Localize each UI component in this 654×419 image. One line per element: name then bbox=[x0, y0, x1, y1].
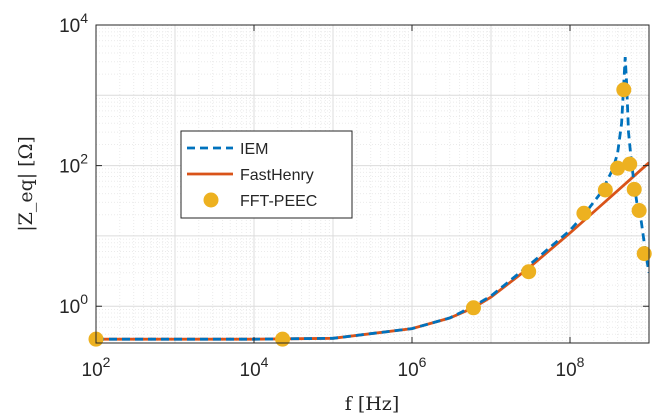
x-tick-label: 108 bbox=[556, 354, 585, 381]
x-tick-label: 104 bbox=[240, 354, 269, 381]
data-point-fft-peec bbox=[576, 205, 592, 221]
plot-frame bbox=[95, 24, 650, 344]
data-point-fft-peec bbox=[521, 264, 537, 280]
data-point-fft-peec bbox=[275, 331, 291, 347]
x-axis-label: f [Hz] bbox=[345, 393, 399, 415]
legend-label: FastHenry bbox=[240, 167, 314, 184]
y-tick-labels: 100 102 104 bbox=[59, 10, 88, 318]
legend-marker bbox=[203, 192, 219, 208]
legend-label: IEM bbox=[240, 141, 268, 158]
x-tick-label: 106 bbox=[398, 354, 427, 381]
data-point-fft-peec bbox=[631, 202, 647, 218]
y-tick-label: 104 bbox=[59, 10, 88, 37]
data-point-fft-peec bbox=[622, 156, 638, 172]
y-tick-label: 100 bbox=[59, 291, 88, 318]
data-point-fft-peec bbox=[597, 182, 613, 198]
data-point-fft-peec bbox=[616, 82, 632, 98]
tick-marks bbox=[95, 24, 649, 343]
data-point-fft-peec bbox=[636, 246, 652, 262]
y-tick-label: 102 bbox=[59, 151, 88, 178]
data-point-fft-peec bbox=[465, 300, 481, 316]
legend: IEM FastHenry FFT-PEEC bbox=[180, 130, 353, 219]
data-point-fft-peec bbox=[626, 181, 642, 197]
legend-label: FFT-PEEC bbox=[240, 193, 317, 210]
y-axis-label: |Z_eq| [Ω] bbox=[15, 136, 37, 232]
x-tick-labels: 102 104 106 108 bbox=[82, 354, 585, 381]
x-tick-label: 102 bbox=[82, 354, 111, 381]
data-point-fft-peec bbox=[610, 160, 626, 176]
